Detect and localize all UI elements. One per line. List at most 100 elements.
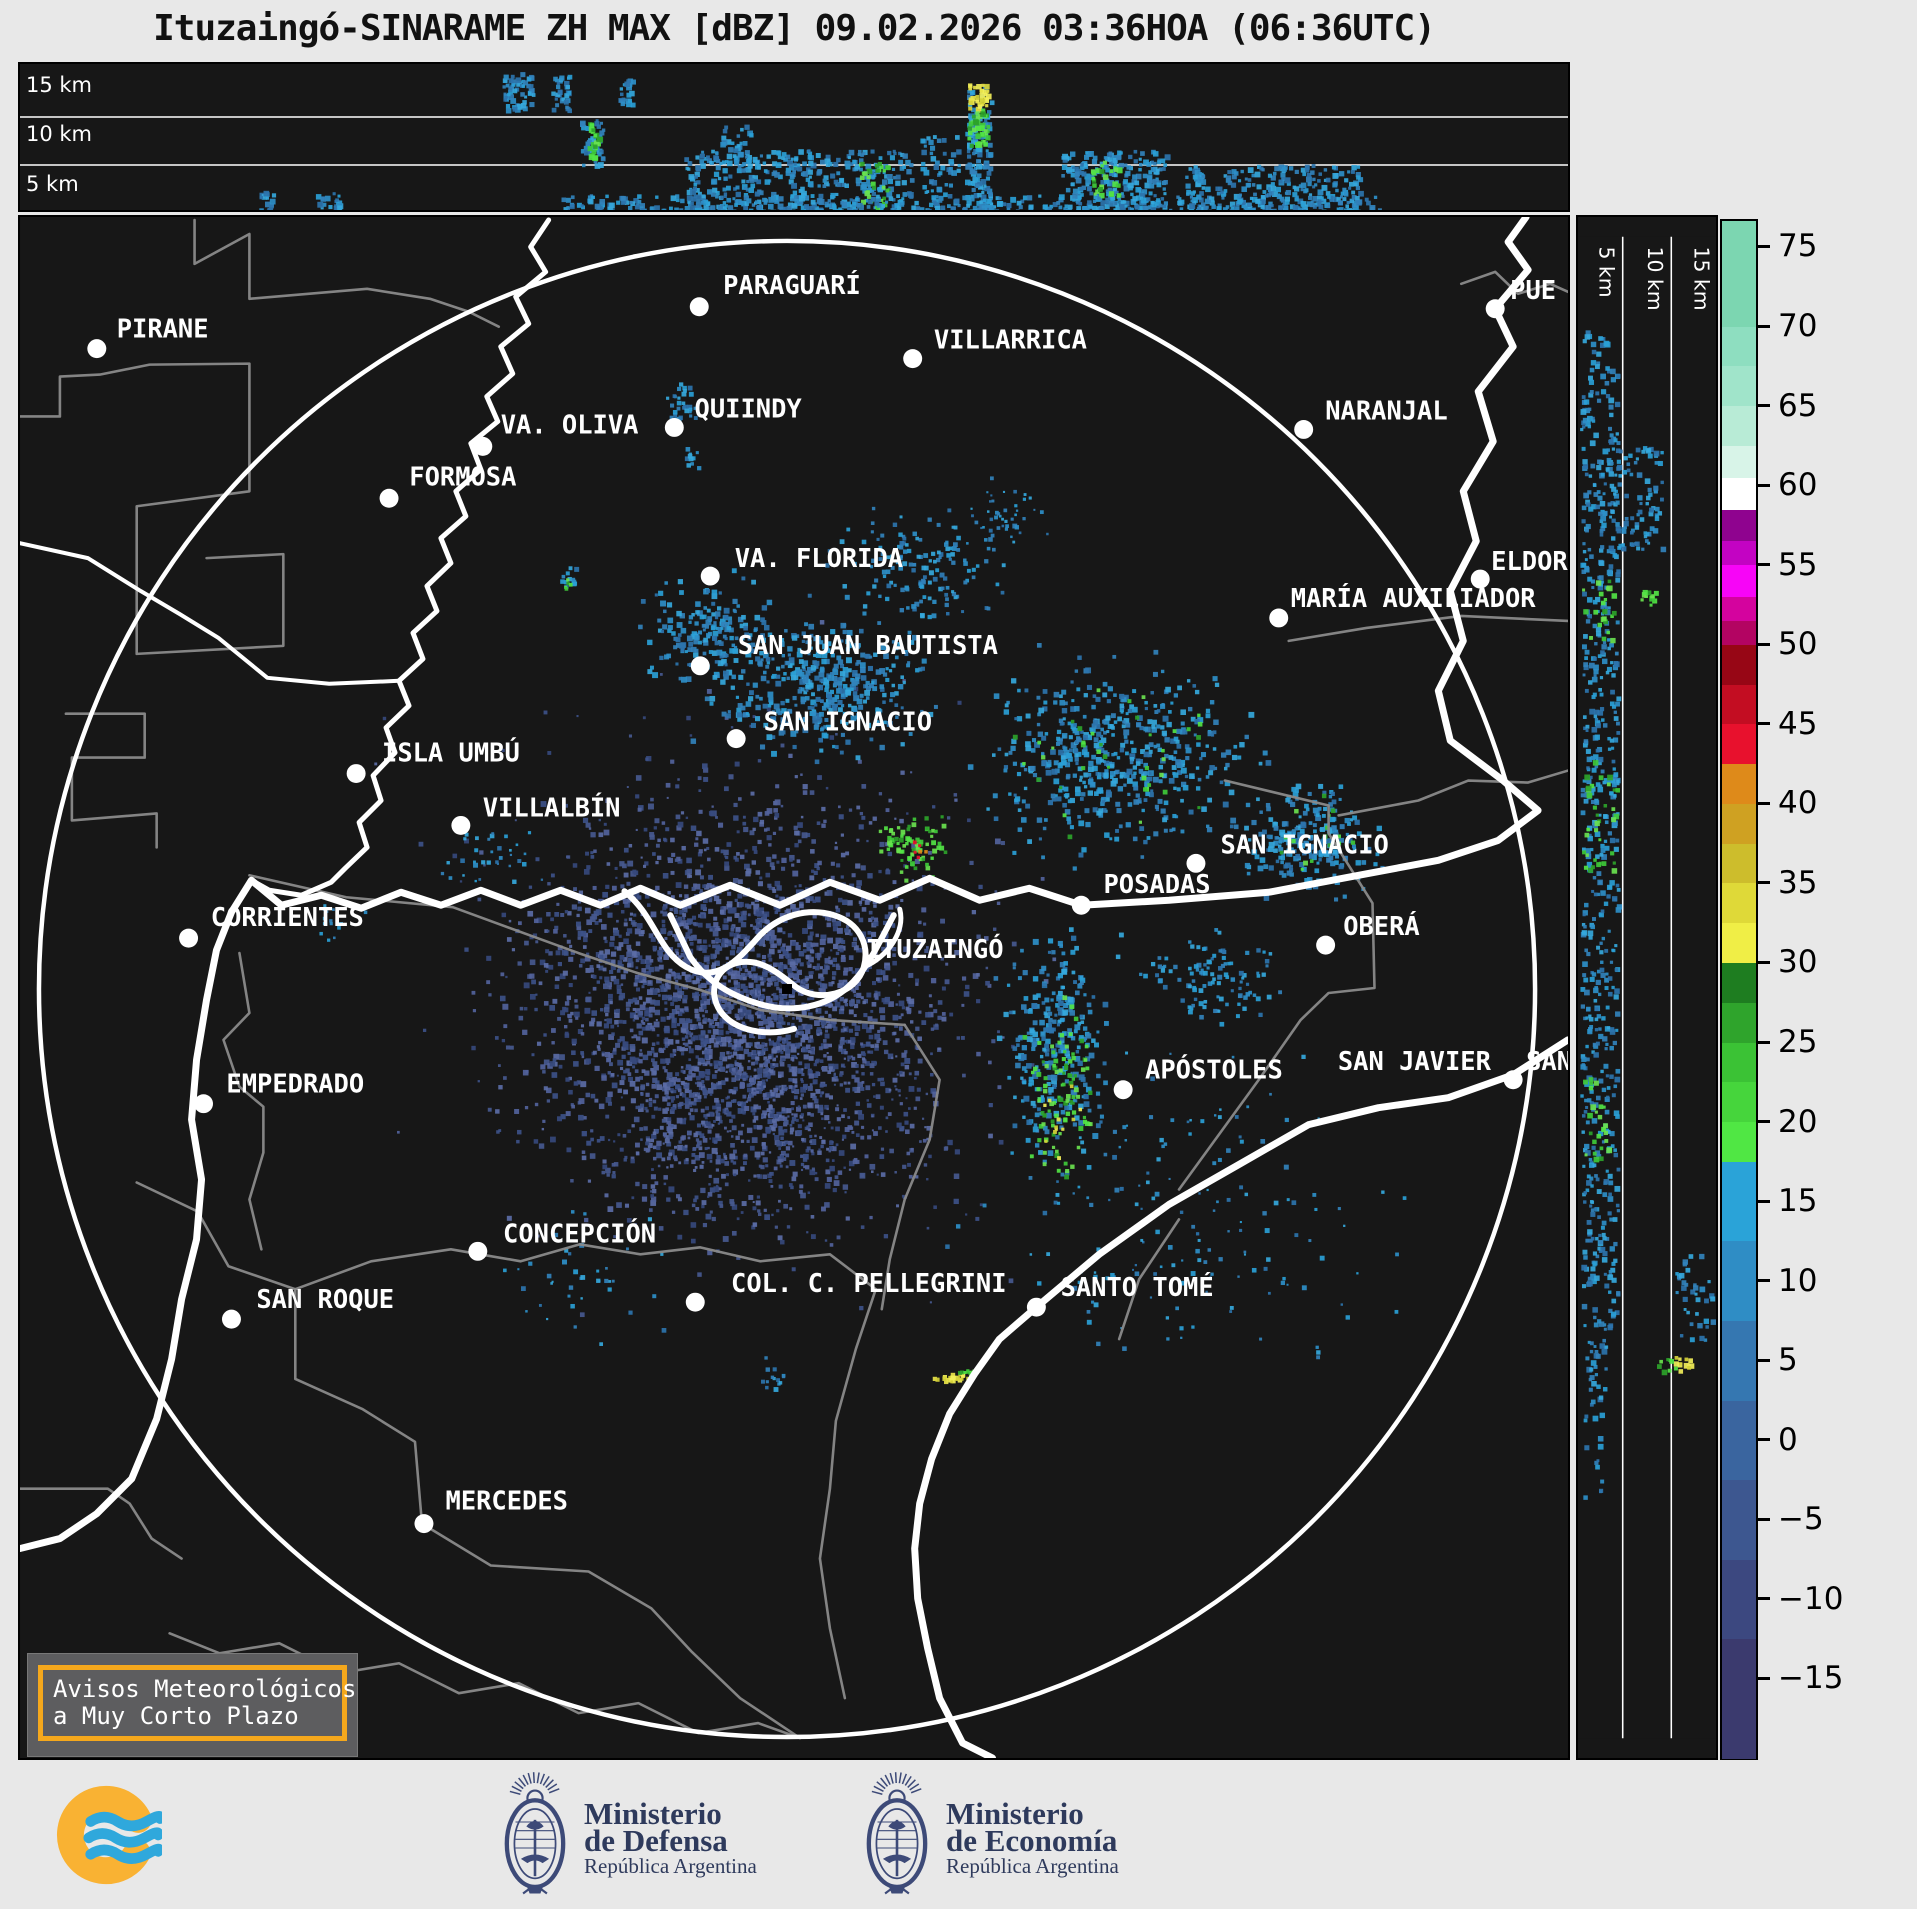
colorbar-segment <box>1722 540 1756 566</box>
city-label: SAN ROQUE <box>256 1284 394 1314</box>
colorbar-tick <box>1758 244 1770 248</box>
colorbar-tick <box>1758 722 1770 726</box>
city-label: SAN JUAN BAUTISTA <box>738 630 998 660</box>
colorbar-tick-label: −10 <box>1778 1580 1844 1617</box>
colorbar-segment <box>1722 1559 1756 1640</box>
city-dot <box>414 1514 434 1534</box>
colorbar-segment <box>1722 1400 1756 1481</box>
city-label: PARAGUARÍ <box>723 270 861 300</box>
city-dot <box>87 339 107 359</box>
city-label: EMPEDRADO <box>226 1069 364 1099</box>
city-label: CORRIENTES <box>211 902 364 932</box>
city-label: PUE <box>1510 275 1556 305</box>
footer: Servicio Meteorológico Nacional Argentin… <box>0 1760 1917 1909</box>
warning-box-frame: Avisos Meteorológicos a Muy Corto Plazo <box>38 1665 357 1741</box>
top-axis-label: 5 km <box>26 172 79 196</box>
city-dot <box>1186 853 1206 873</box>
defensa-line-3: República Argentina <box>584 1854 757 1878</box>
colorbar-tick <box>1758 1358 1770 1362</box>
city-dot <box>685 1292 705 1312</box>
colorbar-tick <box>1758 483 1770 487</box>
range-ring <box>36 238 1538 1740</box>
economia-line-2: de Economía <box>946 1823 1118 1858</box>
city-label: MARÍA AUXILIADOR <box>1291 583 1537 613</box>
colorbar-tick <box>1758 1040 1770 1044</box>
warning-box: Avisos Meteorológicos a Muy Corto Plazo <box>27 1653 358 1757</box>
colorbar-tick <box>1758 1517 1770 1521</box>
colorbar-tick-label: 70 <box>1778 308 1818 344</box>
colorbar-segment <box>1722 1002 1756 1043</box>
colorbar-segment <box>1722 1081 1756 1123</box>
colorbar-tick-label: −5 <box>1778 1501 1824 1538</box>
city-label: QUIINDY <box>695 393 803 423</box>
colorbar-tick-label: 65 <box>1778 387 1818 424</box>
city-label: SAN JAVIER <box>1338 1046 1492 1076</box>
colorbar-tick <box>1758 1438 1770 1442</box>
colorbar-tick-label: 30 <box>1778 944 1818 981</box>
right-axis-label: 5 km <box>1594 246 1618 297</box>
city-dot <box>194 1094 214 1114</box>
city-label: VILLALBÍN <box>483 792 621 822</box>
defensa-wordmark: Ministerio de Defensa República Argentin… <box>584 1798 757 1878</box>
colorbar-segment <box>1722 509 1756 542</box>
colorbar-segment <box>1722 763 1756 804</box>
colorbar-gradient <box>1720 219 1758 1760</box>
city-dot <box>346 764 366 784</box>
right-height-cross-section: 5 km 10 km 15 km <box>1576 215 1718 1760</box>
colorbar-segment <box>1722 620 1756 645</box>
city-dot <box>689 297 709 317</box>
defensa-emblem-icon <box>504 1772 566 1895</box>
economia-line-1: Ministerio <box>946 1796 1084 1831</box>
city-dot <box>1071 895 1091 915</box>
city-label: ISLA UMBÚ <box>382 738 520 768</box>
city-label: ITUZAINGÓ <box>866 934 1004 964</box>
colorbar-tick-label: 35 <box>1778 864 1818 901</box>
colorbar-tick <box>1758 563 1770 567</box>
colorbar-segment <box>1722 1320 1756 1401</box>
colorbar-tick-label: 40 <box>1778 785 1818 822</box>
city-label: ELDOR <box>1491 546 1568 576</box>
city-label: COL. C. PELLEGRINI <box>731 1268 1007 1298</box>
city-dot <box>1026 1297 1046 1317</box>
colorbar-tick-label: 45 <box>1778 705 1818 742</box>
city-label: CONCEPCIÓN <box>503 1218 656 1248</box>
city-dot <box>179 928 199 948</box>
right-cross-section-plot: 5 km 10 km 15 km <box>1578 236 1716 1739</box>
colorbar-segment <box>1722 684 1756 725</box>
colorbar-tick <box>1758 1279 1770 1283</box>
colorbar-segment <box>1722 365 1756 407</box>
city-dot <box>1316 935 1336 955</box>
colorbar-segment <box>1722 221 1756 327</box>
economia-wordmark: Ministerio de Economía República Argenti… <box>946 1796 1119 1878</box>
colorbar-tick <box>1758 1597 1770 1601</box>
colorbar-tick-label: 55 <box>1778 546 1818 583</box>
smn-logo-icon <box>56 1785 162 1885</box>
economia-line-3: República Argentina <box>946 1854 1119 1878</box>
colorbar-segment <box>1722 843 1756 884</box>
colorbar: 75 70 65 60 55 50 45 40 35 30 25 20 15 10 5 0 −5 −10 −15 <box>1720 219 1917 1760</box>
colorbar-segment <box>1722 445 1756 478</box>
city-dot <box>221 1309 241 1329</box>
city-dot <box>1503 1070 1523 1090</box>
city-label: FORMOSA <box>409 461 516 491</box>
city-label: PIRANE <box>117 314 209 344</box>
top-axis-label: 10 km <box>26 122 92 146</box>
city-label: SAN IGNACIO <box>764 707 932 737</box>
colorbar-tick-label: 15 <box>1778 1183 1818 1220</box>
colorbar-tick <box>1758 1120 1770 1124</box>
colorbar-segment <box>1722 803 1756 844</box>
warning-line-1: Avisos Meteorológicos <box>53 1675 357 1703</box>
radar-site-marker <box>782 984 793 994</box>
city-label: POSADAS <box>1103 869 1210 899</box>
city-dot <box>468 1241 488 1261</box>
colorbar-segment <box>1722 1638 1756 1759</box>
city-label: MERCEDES <box>446 1486 568 1516</box>
colorbar-segment <box>1722 644 1756 685</box>
colorbar-tick <box>1758 1199 1770 1203</box>
city-label: NARANJAL <box>1325 395 1447 425</box>
smn-wave-icon <box>85 1811 162 1832</box>
city-dot <box>1269 608 1289 628</box>
colorbar-tick-label: 25 <box>1778 1024 1818 1060</box>
colorbar-tick-label: 20 <box>1778 1103 1818 1140</box>
